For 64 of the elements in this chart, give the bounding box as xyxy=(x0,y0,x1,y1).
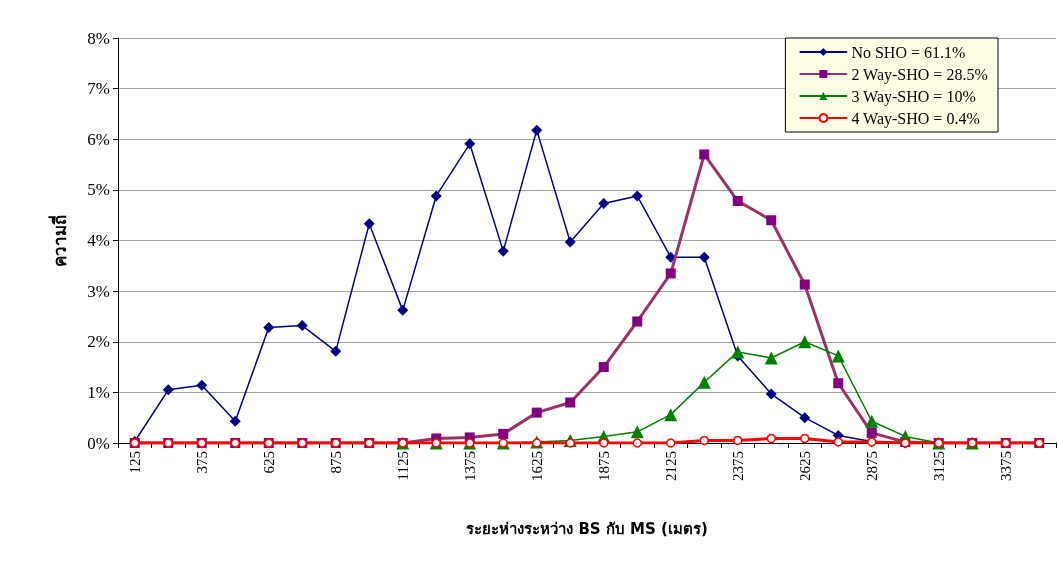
point xyxy=(464,138,476,150)
point xyxy=(631,190,643,202)
point xyxy=(766,433,776,444)
point xyxy=(565,438,575,448)
y-tick-label: 7% xyxy=(87,79,110,99)
point xyxy=(599,438,609,448)
y-tick-label: 2% xyxy=(87,332,110,352)
point xyxy=(531,124,543,136)
x-tick-label: 125 xyxy=(126,451,143,474)
point xyxy=(263,322,275,334)
point xyxy=(598,198,610,210)
point xyxy=(800,433,810,444)
point xyxy=(497,245,509,257)
point xyxy=(162,384,174,396)
x-tick-label: 2875 xyxy=(863,451,880,481)
point xyxy=(697,375,711,389)
point xyxy=(733,435,743,446)
x-tick-label: 1375 xyxy=(461,451,478,481)
y-axis-title: ความถี่ xyxy=(47,214,70,267)
point xyxy=(666,438,676,448)
x-tick-label: 1125 xyxy=(394,451,411,481)
point xyxy=(798,335,812,349)
point xyxy=(397,304,409,316)
point xyxy=(833,437,843,447)
legend-label: 3 Way-SHO = 10% xyxy=(851,87,976,106)
point xyxy=(831,349,845,363)
x-tick-label: 1625 xyxy=(528,451,545,481)
y-tick-label: 1% xyxy=(87,382,110,402)
x-axis-title: ระยะห่างระหว่าง BS กับ MS (เมตร) xyxy=(466,519,708,538)
point xyxy=(296,320,308,332)
point xyxy=(632,438,642,448)
y-tick-label: 5% xyxy=(87,180,110,200)
point xyxy=(764,351,778,365)
x-tick-label: 625 xyxy=(260,451,277,474)
x-tick-label: 1875 xyxy=(595,451,612,481)
y-tick-label: 3% xyxy=(87,281,110,301)
point xyxy=(229,415,241,427)
x-tick-label: 875 xyxy=(327,451,344,474)
legend-label: 2 Way-SHO = 28.5% xyxy=(851,65,988,84)
point xyxy=(799,412,811,424)
point xyxy=(196,379,208,391)
x-tick-label: 375 xyxy=(193,451,210,474)
point xyxy=(664,408,678,422)
y-tick-label: 0% xyxy=(87,433,110,453)
y-tick-label: 4% xyxy=(87,231,110,250)
x-tick-label: 2625 xyxy=(796,451,813,481)
point xyxy=(698,251,710,263)
y-tick-label: 6% xyxy=(87,129,110,149)
point xyxy=(731,345,745,359)
legend-label: No SHO = 61.1% xyxy=(851,43,966,61)
y-tick-label: 8% xyxy=(87,28,110,48)
point xyxy=(865,414,879,428)
point xyxy=(699,435,709,446)
x-tick-label: 2375 xyxy=(729,451,746,481)
legend-label: 4 Way-SHO = 0.4% xyxy=(851,109,980,128)
point xyxy=(363,218,375,230)
point xyxy=(430,190,442,202)
point xyxy=(765,388,777,400)
x-tick-label: 3125 xyxy=(930,451,947,481)
x-tick-label: 3375 xyxy=(997,451,1014,481)
point xyxy=(564,236,576,248)
point xyxy=(630,425,644,439)
x-tick-label: 2125 xyxy=(662,451,679,481)
point xyxy=(330,345,342,357)
